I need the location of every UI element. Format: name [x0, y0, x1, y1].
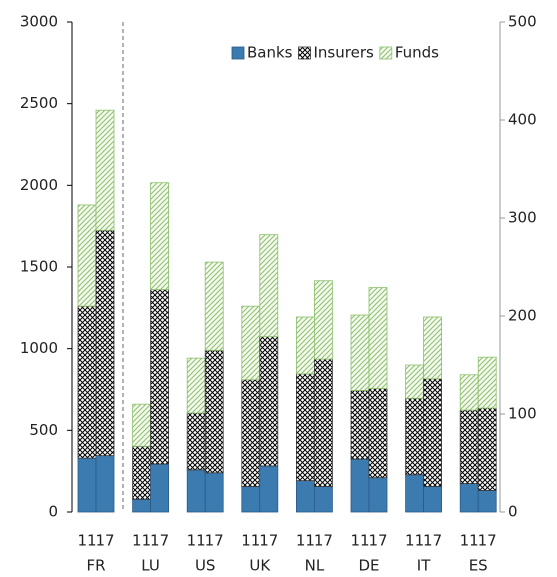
x-tick-label: DE [358, 557, 379, 575]
y-tick-label: 2000 [20, 176, 58, 194]
bar-segment [459, 483, 479, 513]
bar-segment [477, 356, 497, 409]
y2-tick-label: 100 [508, 405, 537, 423]
bar-segment [477, 407, 497, 491]
period-label: 17 [423, 532, 442, 550]
bar-segment [132, 403, 152, 447]
bar-segment [350, 390, 370, 460]
bar-segment [150, 289, 170, 465]
bar-segment [186, 412, 206, 471]
y-tick-label: 1000 [20, 339, 58, 357]
bar-segment [150, 182, 170, 290]
bar-segment [259, 465, 279, 513]
bar-segment [259, 336, 279, 467]
bar-segment [295, 373, 315, 482]
bar-segment [95, 109, 115, 231]
period-label: 17 [478, 532, 497, 550]
x-tick-label: IT [417, 557, 431, 575]
x-tick-label: FR [86, 557, 105, 575]
period-label: 11 [77, 532, 96, 550]
bar-segment [368, 287, 388, 389]
bar-segment [132, 445, 152, 500]
bar-segment [95, 229, 115, 457]
bar-segment [132, 498, 152, 513]
bar-segment [77, 305, 97, 459]
bar-segment [241, 486, 261, 513]
y2-tick-label: 500 [508, 13, 537, 31]
y2-tick-label: 0 [508, 503, 518, 521]
bar-segment [423, 378, 443, 487]
y2-tick-label: 400 [508, 111, 537, 129]
bar-segment [241, 305, 261, 381]
x-tick-label: US [195, 557, 216, 575]
legend-swatch [231, 46, 245, 60]
bar-segment [313, 358, 333, 487]
legend-label: Funds [395, 44, 439, 62]
y-tick-label: 3000 [20, 13, 58, 31]
x-tick-label: ES [469, 557, 488, 575]
bar-segment [77, 204, 97, 307]
period-label: 11 [405, 532, 424, 550]
bar-segment [259, 234, 279, 337]
bar-segment [313, 486, 333, 513]
bar-segment [423, 316, 443, 380]
period-label: 17 [95, 532, 114, 550]
bar-segment [295, 480, 315, 513]
y-tick-label: 1500 [20, 258, 58, 276]
period-label: 11 [296, 532, 315, 550]
bar-segment [313, 280, 333, 360]
bar-segment [77, 457, 97, 513]
x-tick-label: UK [249, 557, 271, 575]
period-label: 11 [132, 532, 151, 550]
period-label: 11 [460, 532, 479, 550]
bar-segment [204, 261, 224, 351]
bar-segment [204, 349, 224, 474]
bar-segment [477, 490, 497, 513]
bar-segment [368, 477, 388, 513]
bar-segment [459, 374, 479, 411]
period-label: 17 [259, 532, 278, 550]
bar-segment [368, 388, 388, 479]
period-label: 11 [350, 532, 369, 550]
bar-segment [186, 357, 206, 414]
bar-segment [405, 364, 425, 399]
bar-segment [350, 314, 370, 391]
period-label: 11 [187, 532, 206, 550]
bar-segment [405, 474, 425, 513]
period-label: 11 [241, 532, 260, 550]
period-label: 17 [205, 532, 224, 550]
legend-label: Insurers [314, 44, 374, 62]
x-tick-label: LU [141, 557, 160, 575]
legend-swatch [379, 46, 393, 60]
x-tick-label: NL [305, 557, 325, 575]
bar-segment [95, 455, 115, 513]
y-tick-label: 500 [29, 421, 58, 439]
y2-tick-label: 300 [508, 209, 537, 227]
bar-segment [350, 458, 370, 513]
bar-segment [423, 486, 443, 513]
bar-segment [459, 409, 479, 484]
y-tick-label: 0 [48, 503, 58, 521]
legend-label: Banks [247, 44, 293, 62]
period-label: 17 [150, 532, 169, 550]
bar-segment [405, 397, 425, 476]
period-label: 17 [314, 532, 333, 550]
bar-segment [150, 463, 170, 513]
y-tick-label: 2500 [20, 94, 58, 112]
y2-tick-label: 200 [508, 307, 537, 325]
bar-segment [204, 472, 224, 513]
legend-swatch [298, 46, 311, 60]
period-label: 17 [368, 532, 387, 550]
bar-segment [295, 316, 315, 375]
bar-segment [186, 469, 206, 513]
bar-segment [241, 379, 261, 487]
